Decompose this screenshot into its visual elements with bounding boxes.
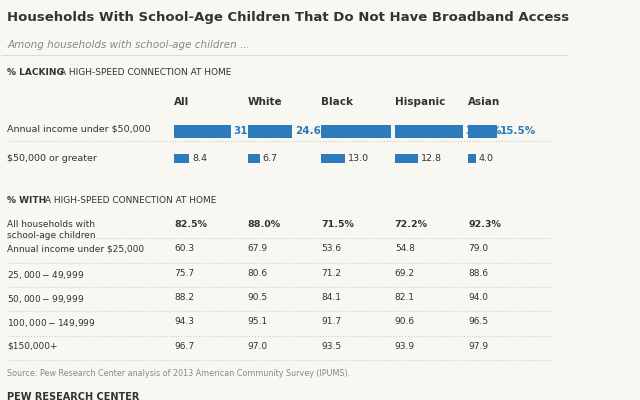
Text: All households with
school-age children: All households with school-age children: [7, 220, 95, 240]
FancyBboxPatch shape: [395, 154, 418, 164]
Text: 24.6%: 24.6%: [295, 126, 332, 136]
Text: 82.1: 82.1: [395, 293, 415, 302]
Text: A HIGH-SPEED CONNECTION AT HOME: A HIGH-SPEED CONNECTION AT HOME: [57, 68, 231, 77]
Text: Annual income under $25,000: Annual income under $25,000: [7, 244, 144, 254]
Text: 15.5%: 15.5%: [499, 126, 536, 136]
Text: Among households with school-age children ...: Among households with school-age childre…: [7, 40, 250, 50]
Text: 88.2: 88.2: [174, 293, 194, 302]
Text: 96.5: 96.5: [468, 317, 488, 326]
Text: 88.6: 88.6: [468, 269, 488, 278]
Text: 67.9: 67.9: [248, 244, 268, 254]
FancyBboxPatch shape: [468, 154, 476, 164]
FancyBboxPatch shape: [174, 154, 189, 164]
Text: Annual income under $50,000: Annual income under $50,000: [7, 124, 150, 134]
Text: 71.2: 71.2: [321, 269, 341, 278]
Text: 96.7: 96.7: [174, 342, 194, 351]
Text: 13.0: 13.0: [348, 154, 369, 163]
Text: 8.4: 8.4: [192, 154, 207, 163]
Text: White: White: [248, 97, 282, 107]
Text: PEW RESEARCH CENTER: PEW RESEARCH CENTER: [7, 392, 140, 400]
Text: 80.6: 80.6: [248, 269, 268, 278]
FancyBboxPatch shape: [468, 125, 497, 138]
Text: 82.5%: 82.5%: [174, 220, 207, 229]
Text: 69.2: 69.2: [395, 269, 415, 278]
Text: $25,000-$49,999: $25,000-$49,999: [7, 269, 84, 281]
Text: % LACKING: % LACKING: [7, 68, 64, 77]
Text: 60.3: 60.3: [174, 244, 194, 254]
Text: 84.1: 84.1: [321, 293, 341, 302]
Text: Black: Black: [321, 97, 353, 107]
Text: 88.0%: 88.0%: [248, 220, 281, 229]
FancyBboxPatch shape: [174, 125, 231, 138]
Text: Households With School-Age Children That Do Not Have Broadband Access: Households With School-Age Children That…: [7, 11, 569, 24]
Text: 6.7: 6.7: [262, 154, 278, 163]
Text: 90.6: 90.6: [395, 317, 415, 326]
Text: 71.5%: 71.5%: [321, 220, 354, 229]
FancyBboxPatch shape: [248, 125, 292, 138]
Text: 79.0: 79.0: [468, 244, 488, 254]
Text: 92.3%: 92.3%: [468, 220, 501, 229]
Text: 31.4%: 31.4%: [234, 126, 270, 136]
Text: 38.6%: 38.6%: [394, 126, 430, 136]
FancyBboxPatch shape: [321, 154, 345, 164]
Text: 54.8: 54.8: [395, 244, 415, 254]
Text: 72.2%: 72.2%: [395, 220, 428, 229]
Text: 53.6: 53.6: [321, 244, 341, 254]
Text: 95.1: 95.1: [248, 317, 268, 326]
Text: A HIGH-SPEED CONNECTION AT HOME: A HIGH-SPEED CONNECTION AT HOME: [42, 196, 216, 205]
Text: All: All: [174, 97, 189, 107]
Text: $150,000+: $150,000+: [7, 342, 58, 351]
Text: $100,000-$149,999: $100,000-$149,999: [7, 317, 96, 329]
Text: $50,000 or greater: $50,000 or greater: [7, 154, 97, 163]
Text: Source: Pew Research Center analysis of 2013 American Community Survey (IPUMS).: Source: Pew Research Center analysis of …: [7, 369, 350, 378]
Text: 4.0: 4.0: [479, 154, 493, 163]
Text: 94.0: 94.0: [468, 293, 488, 302]
Text: 94.3: 94.3: [174, 317, 194, 326]
Text: Hispanic: Hispanic: [395, 97, 445, 107]
FancyBboxPatch shape: [321, 125, 391, 138]
FancyBboxPatch shape: [248, 154, 260, 164]
Text: 91.7: 91.7: [321, 317, 341, 326]
Text: % WITH: % WITH: [7, 196, 46, 205]
Text: 97.9: 97.9: [468, 342, 488, 351]
Text: 12.8: 12.8: [421, 154, 442, 163]
Text: 93.9: 93.9: [395, 342, 415, 351]
Text: 93.5: 93.5: [321, 342, 341, 351]
FancyBboxPatch shape: [395, 125, 463, 138]
Text: 37.4%: 37.4%: [465, 126, 502, 136]
Text: 97.0: 97.0: [248, 342, 268, 351]
Text: $50,000-$99,999: $50,000-$99,999: [7, 293, 84, 305]
Text: 90.5: 90.5: [248, 293, 268, 302]
Text: 75.7: 75.7: [174, 269, 194, 278]
Text: Asian: Asian: [468, 97, 500, 107]
